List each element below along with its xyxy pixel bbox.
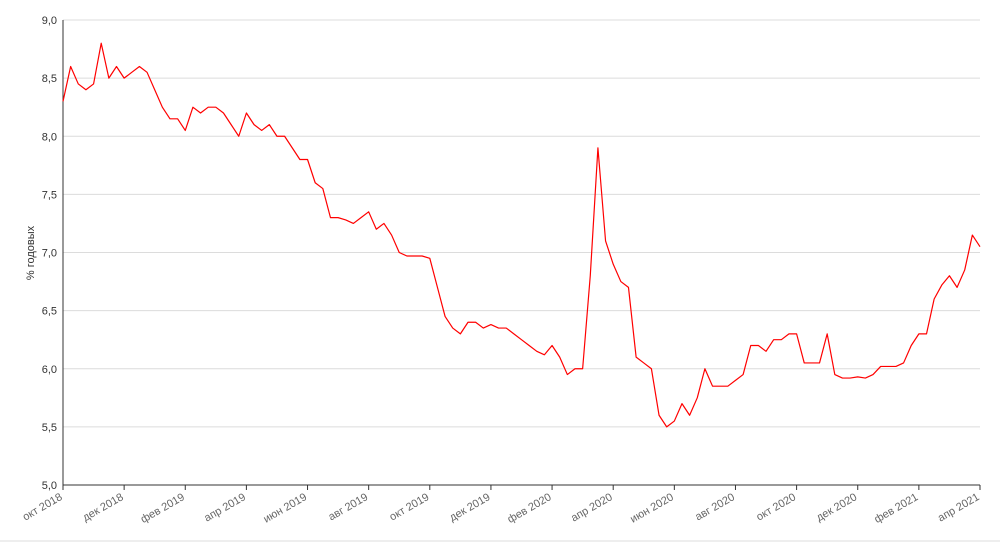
y-tick-label: 7,5 <box>42 189 57 201</box>
x-tick-label: окт 2018 <box>21 491 65 523</box>
y-tick-label: 7,0 <box>42 248 57 260</box>
y-tick-label: 8,5 <box>42 73 57 85</box>
x-tick-label: фев 2021 <box>872 491 920 526</box>
x-tick-label: фев 2020 <box>506 491 554 526</box>
x-tick-label: июн 2019 <box>261 491 309 525</box>
x-tick-label: авг 2020 <box>693 491 737 523</box>
x-tick-label: апр 2020 <box>569 491 615 524</box>
data-line <box>62 42 981 428</box>
y-tick-label: 9,0 <box>42 15 57 27</box>
x-tick-label: июн 2020 <box>628 491 676 525</box>
x-tick-label: апр 2021 <box>936 491 982 524</box>
x-tick-label: фев 2019 <box>139 491 187 526</box>
y-tick-label: 6,5 <box>42 306 57 318</box>
y-axis-label: % годовых <box>25 225 37 280</box>
y-tick-label: 5,0 <box>42 480 57 492</box>
x-tick-label: окт 2020 <box>754 491 798 523</box>
x-tick-label: дек 2018 <box>81 491 126 524</box>
x-tick-label: дек 2020 <box>814 491 859 524</box>
y-tick-label: 5,5 <box>42 422 57 434</box>
x-tick-label: авг 2019 <box>326 491 370 523</box>
x-tick-label: апр 2019 <box>202 491 248 524</box>
x-tick-label: дек 2019 <box>448 491 493 524</box>
x-tick-label: окт 2019 <box>388 491 432 523</box>
y-tick-label: 6,0 <box>42 364 57 376</box>
y-tick-label: 8,0 <box>42 131 57 143</box>
